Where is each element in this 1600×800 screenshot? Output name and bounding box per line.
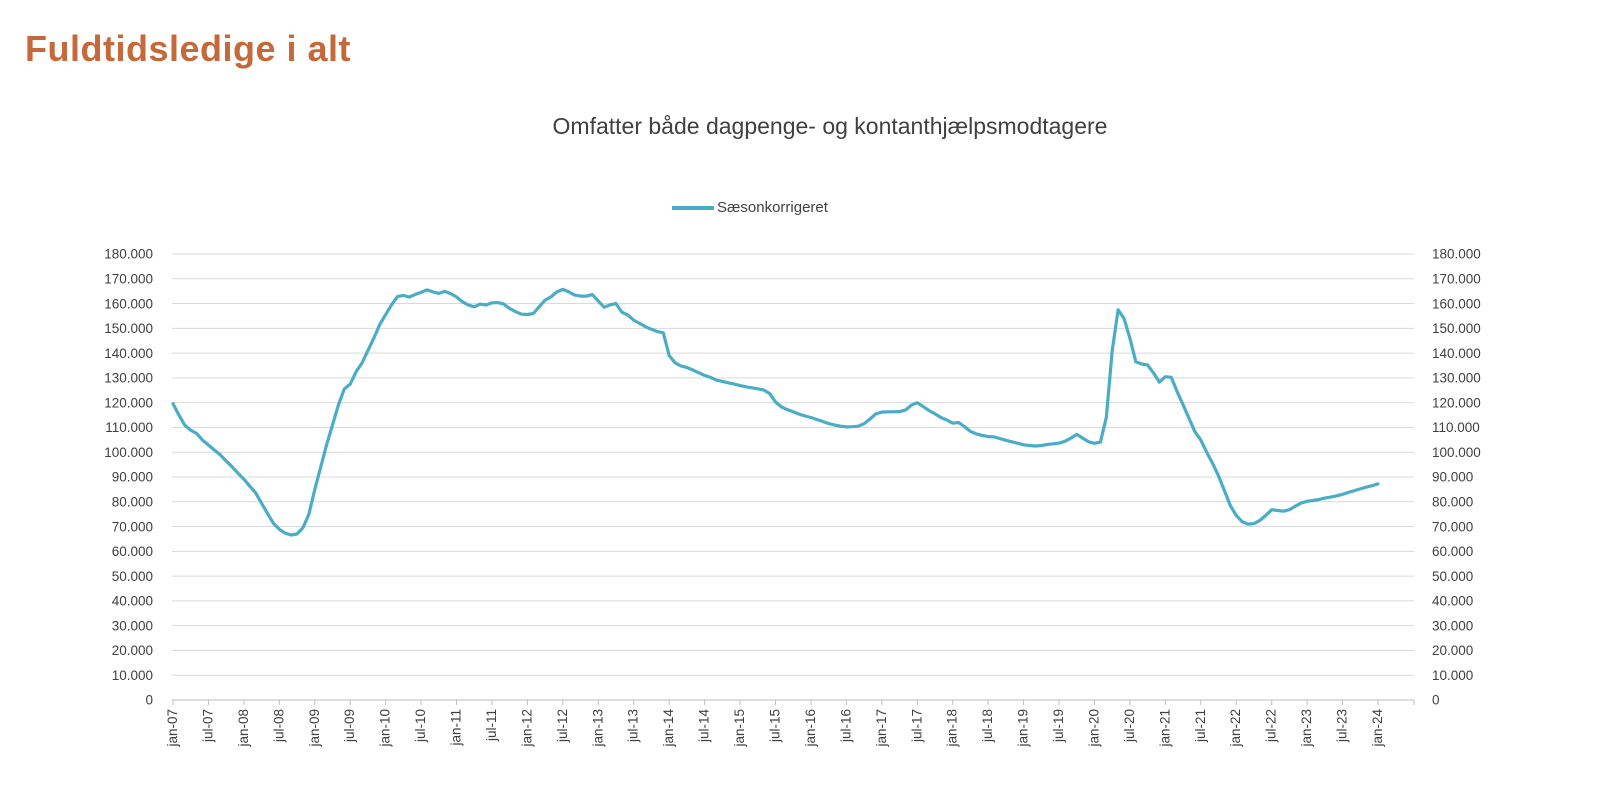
y-axis-tick-label-left: 0 [145,693,153,708]
x-axis-tick-label: jul-12 [555,709,570,743]
y-axis-tick-label-right: 180.000 [1432,247,1481,262]
y-axis-tick-label-left: 30.000 [112,618,153,633]
x-axis-tick-label: jan-10 [378,709,393,748]
x-axis-tick-label: jul-19 [1051,709,1066,743]
y-axis-tick-label-right: 0 [1432,693,1440,708]
y-axis-tick-label-right: 10.000 [1432,668,1473,683]
y-axis-tick-label-left: 50.000 [112,569,153,584]
x-axis-tick-label: jan-15 [732,709,747,748]
y-axis-tick-label-left: 60.000 [112,544,153,559]
y-axis-tick-label-left: 20.000 [112,643,153,658]
y-axis-tick-label-left: 140.000 [104,346,153,361]
x-axis-tick-label: jul-10 [413,709,428,743]
y-axis-tick-label-right: 130.000 [1432,371,1481,386]
y-axis-tick-label-right: 100.000 [1432,445,1481,460]
x-axis-tick-label: jan-21 [1157,709,1172,748]
x-axis-tick-label: jul-18 [980,709,995,743]
x-axis-tick-label: jan-11 [449,709,464,747]
x-axis-tick-label: jul-21 [1193,709,1208,743]
y-axis-tick-label-left: 100.000 [104,445,153,460]
x-axis-tick-label: jul-20 [1122,709,1137,743]
y-axis-tick-label-left: 150.000 [104,321,153,336]
y-axis-tick-label-right: 170.000 [1432,272,1481,287]
y-axis-tick-label-left: 110.000 [105,420,153,435]
y-axis-tick-label-left: 90.000 [112,470,153,485]
y-axis-tick-label-left: 160.000 [104,296,153,311]
legend-line-swatch [672,205,715,210]
x-axis-tick-label: jan-18 [945,709,960,748]
x-axis-tick-label: jul-22 [1264,709,1279,743]
x-axis-tick-label: jul-16 [838,709,853,743]
x-axis-tick-label: jul-08 [271,709,286,743]
x-axis-tick-label: jul-11 [484,709,499,742]
y-axis-tick-label-right: 120.000 [1432,395,1481,410]
y-axis-tick-label-left: 80.000 [112,495,153,510]
x-axis-tick-label: jan-16 [803,709,818,748]
y-axis-tick-label-right: 80.000 [1432,495,1473,510]
y-axis-tick-label-right: 60.000 [1432,544,1473,559]
legend-label: Sæsonkorrigeret [717,199,828,216]
y-axis-tick-label-right: 160.000 [1432,296,1481,311]
legend-item-saesonkorrigeret: Sæsonkorrigeret [672,199,828,216]
x-axis-tick-label: jan-24 [1370,709,1385,748]
x-axis-tick-label: jan-20 [1086,709,1101,748]
x-axis-tick-label: jul-09 [342,709,357,743]
x-axis-tick-label: jan-23 [1299,709,1314,748]
page-title: Fuldtidsledige i alt [25,28,352,69]
x-axis-tick-label: jul-13 [626,709,641,743]
chart-legend: Sæsonkorrigeret [0,199,1500,216]
series-line-saesonkorrigeret [171,287,1380,537]
x-axis-tick-label: jul-14 [697,709,712,744]
y-axis-tick-label-left: 130.000 [104,371,153,386]
y-axis-tick-label-right: 150.000 [1432,321,1481,336]
x-axis-tick-label: jan-19 [1016,709,1031,748]
x-axis-tick-label: jan-07 [165,709,180,748]
y-axis-tick-label-right: 110.000 [1432,420,1480,435]
y-axis-tick-label-left: 10.000 [112,668,153,683]
x-axis-tick-label: jan-17 [874,709,889,748]
y-axis-tick-label-right: 140.000 [1432,346,1481,361]
y-axis-tick-label-right: 40.000 [1432,594,1473,609]
x-axis-tick-label: jul-17 [909,709,924,743]
x-axis-tick-label: jan-12 [519,709,534,748]
y-axis-tick-label-right: 70.000 [1432,519,1473,534]
y-axis-tick-label-left: 70.000 [112,519,153,534]
y-axis-tick-label-left: 180.000 [104,247,153,262]
y-axis-tick-label-left: 40.000 [112,594,153,609]
y-axis-tick-label-right: 90.000 [1432,470,1473,485]
y-axis-tick-label-left: 120.000 [104,395,153,410]
x-axis-tick-label: jan-09 [307,709,322,748]
y-axis-tick-label-right: 20.000 [1432,643,1473,658]
chart-title: Omfatter både dagpenge- og kontanthjælps… [552,113,1108,139]
x-axis-tick-label: jan-13 [590,709,605,748]
x-axis-tick-label: jan-14 [661,709,676,748]
y-axis-tick-label-right: 30.000 [1432,618,1473,633]
y-axis-tick-label-left: 170.000 [104,272,153,287]
y-axis-tick-label-right: 50.000 [1432,569,1473,584]
x-axis-tick-label: jan-22 [1228,709,1243,748]
x-axis-tick-label: jul-15 [768,709,783,743]
x-axis-tick-label: jul-07 [200,709,215,743]
x-axis-tick-label: jul-23 [1335,709,1350,743]
x-axis-tick-label: jan-08 [236,709,251,748]
